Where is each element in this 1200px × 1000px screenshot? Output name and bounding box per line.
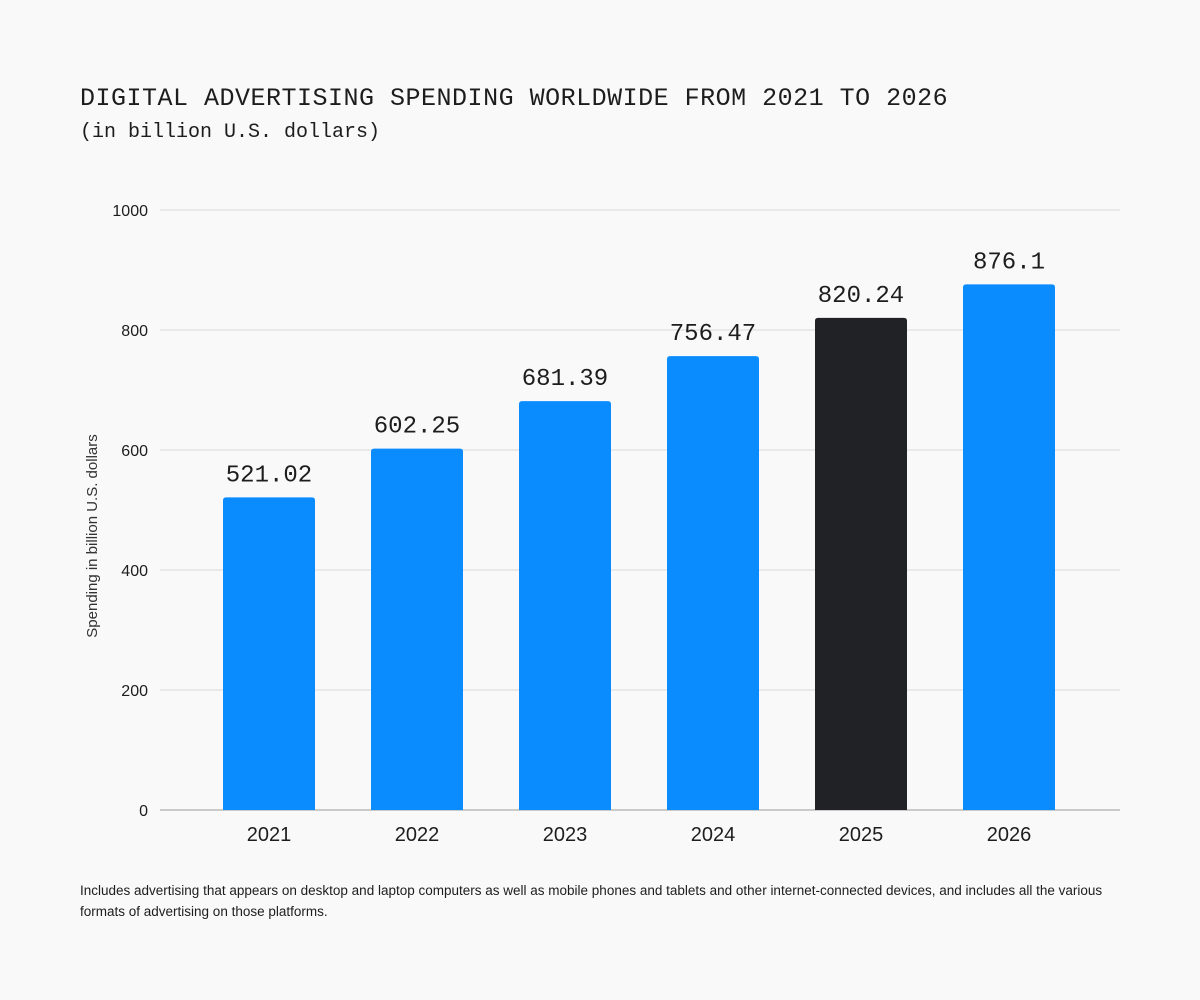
bar-2026 xyxy=(963,284,1055,811)
x-tick-label-2022: 2022 xyxy=(395,824,440,846)
data-label-2022: 602.25 xyxy=(374,414,460,441)
x-tick-label-2026: 2026 xyxy=(987,824,1032,846)
x-tick-label-2023: 2023 xyxy=(543,824,588,846)
y-tick-label: 1000 xyxy=(112,203,148,220)
data-label-2025: 820.24 xyxy=(818,283,904,310)
y-tick-label: 0 xyxy=(139,803,148,820)
x-tick-label-2024: 2024 xyxy=(691,824,736,846)
labels: 0 200 400 600 800 1000 521.02 2021 602.25 2022 681… xyxy=(112,203,1045,846)
bar-2022 xyxy=(371,448,463,810)
footnote: Includes advertising that appears on des… xyxy=(80,883,1103,919)
data-label-2021: 521.02 xyxy=(226,462,312,489)
y-tick-label: 600 xyxy=(121,443,148,460)
chart-title: DIGITAL ADVERTISING SPENDING WORLDWIDE F… xyxy=(80,84,949,113)
y-axis-label: Spending in billion U.S. dollars xyxy=(84,434,101,637)
bar-chart: 0 200 400 600 800 1000 521.02 2021 602.25 2022 681… xyxy=(84,203,1120,846)
y-tick-label: 400 xyxy=(121,563,148,580)
bar-2023 xyxy=(519,401,611,810)
y-tick-label: 200 xyxy=(121,683,148,700)
bar-2021 xyxy=(223,497,315,810)
bars xyxy=(223,284,1055,811)
gridlines xyxy=(160,209,1120,811)
bar-2024 xyxy=(667,356,759,810)
y-tick-label: 800 xyxy=(121,323,148,340)
x-tick-label-2021: 2021 xyxy=(247,824,292,846)
data-label-2024: 756.47 xyxy=(670,321,756,348)
data-label-2026: 876.1 xyxy=(973,249,1045,276)
chart-subtitle: (in billion U.S. dollars) xyxy=(80,121,381,144)
bar-2025 xyxy=(815,317,907,810)
data-label-2023: 681.39 xyxy=(522,366,608,393)
x-tick-label-2025: 2025 xyxy=(839,824,884,846)
